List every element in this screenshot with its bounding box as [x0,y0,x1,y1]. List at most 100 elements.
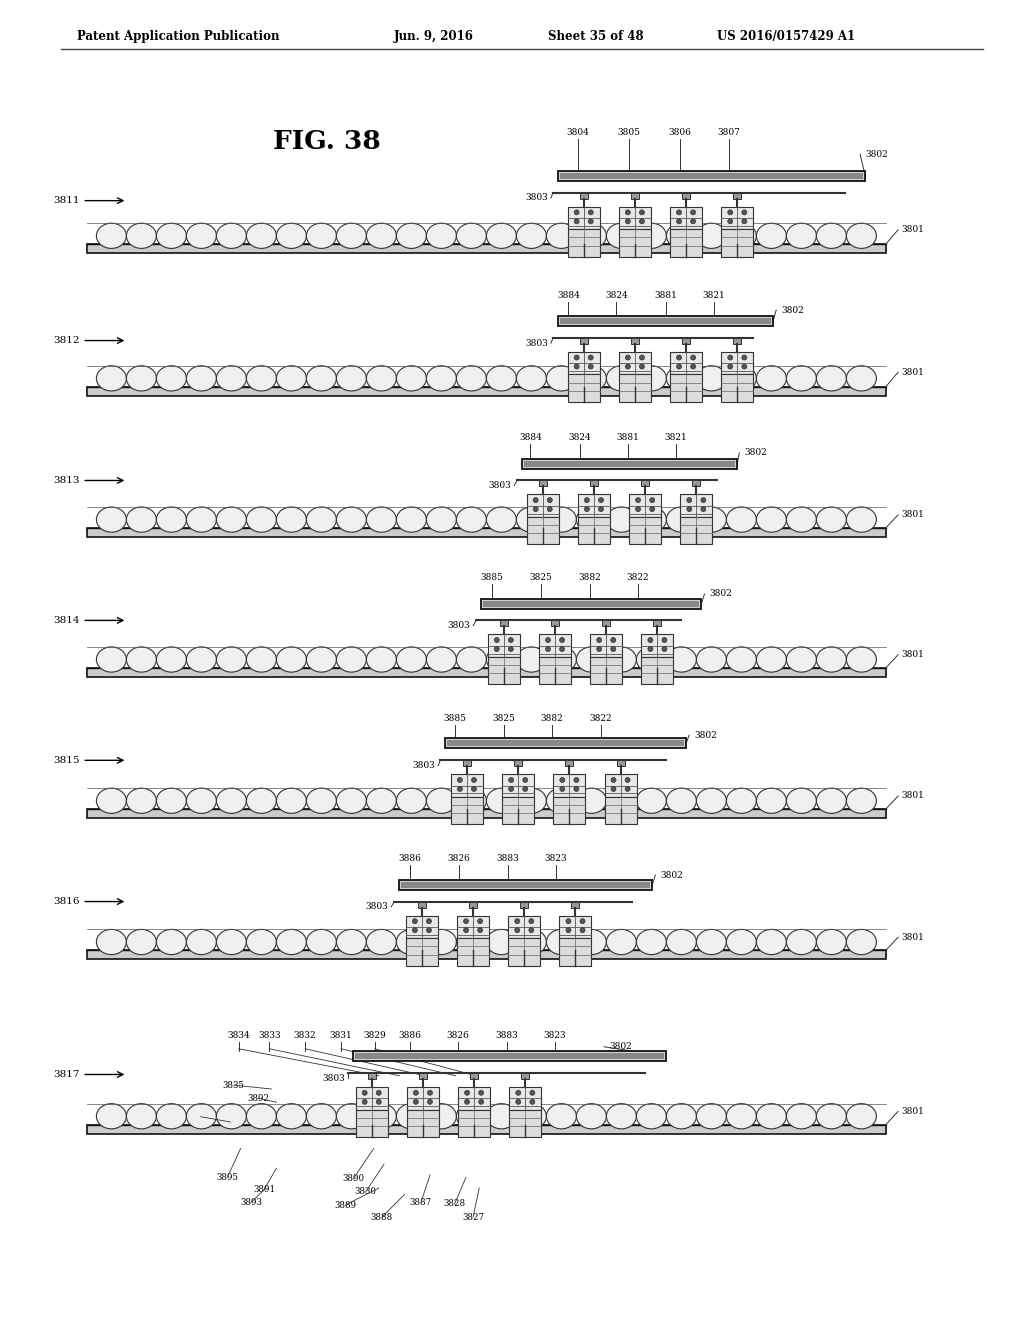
Text: 3803: 3803 [323,1074,345,1082]
Circle shape [677,210,682,215]
Circle shape [529,1100,535,1105]
Circle shape [465,1090,470,1096]
Ellipse shape [396,507,426,532]
Circle shape [636,498,641,503]
Text: 3821: 3821 [702,290,725,300]
Ellipse shape [636,366,667,391]
Bar [551,620,559,627]
Circle shape [522,777,527,783]
Ellipse shape [816,223,847,248]
FancyBboxPatch shape [508,916,541,939]
FancyBboxPatch shape [559,939,592,965]
Circle shape [728,210,733,215]
Ellipse shape [667,929,696,954]
Ellipse shape [367,1104,396,1129]
Circle shape [427,1100,432,1105]
Ellipse shape [516,788,547,813]
Ellipse shape [486,929,516,954]
Text: 3885: 3885 [480,573,503,582]
Ellipse shape [157,929,186,954]
Bar [602,620,610,627]
Circle shape [598,498,603,503]
Ellipse shape [847,929,877,954]
Bar [580,338,588,345]
Text: 3803: 3803 [366,903,388,911]
Bar [682,338,690,345]
FancyBboxPatch shape [721,207,754,230]
Text: 3801: 3801 [901,651,924,659]
Text: 3893: 3893 [240,1199,262,1206]
Circle shape [677,364,682,370]
Ellipse shape [426,1104,457,1129]
Circle shape [625,777,630,783]
Circle shape [700,507,706,512]
Text: 3882: 3882 [579,573,601,582]
Text: 3823: 3823 [545,854,567,863]
Ellipse shape [276,507,306,532]
Circle shape [515,928,520,933]
FancyBboxPatch shape [590,657,623,684]
Circle shape [478,1090,483,1096]
FancyBboxPatch shape [618,375,651,401]
Ellipse shape [757,929,786,954]
Text: 3824: 3824 [568,433,591,442]
FancyBboxPatch shape [670,207,702,230]
Circle shape [573,777,579,783]
Ellipse shape [337,647,367,672]
Text: 3835: 3835 [222,1081,245,1089]
Ellipse shape [306,929,337,954]
Bar [481,598,701,609]
Text: 3881: 3881 [616,433,639,442]
FancyBboxPatch shape [629,517,662,544]
Ellipse shape [726,507,757,532]
Circle shape [534,498,539,503]
FancyBboxPatch shape [721,352,754,375]
Text: 3881: 3881 [654,290,677,300]
Circle shape [611,777,616,783]
Circle shape [515,919,520,924]
Circle shape [626,219,631,224]
Ellipse shape [757,223,786,248]
Bar [399,879,652,890]
Ellipse shape [367,788,396,813]
Ellipse shape [186,366,216,391]
Ellipse shape [216,366,247,391]
Bar [368,1073,376,1080]
Circle shape [477,919,482,924]
FancyBboxPatch shape [509,1110,542,1137]
Ellipse shape [606,788,636,813]
Ellipse shape [696,507,726,532]
Ellipse shape [247,788,276,813]
Circle shape [529,1090,535,1096]
Ellipse shape [337,1104,367,1129]
Ellipse shape [606,366,636,391]
Text: 3801: 3801 [901,1107,924,1115]
Ellipse shape [276,647,306,672]
Circle shape [478,1100,483,1105]
Circle shape [477,928,482,933]
Ellipse shape [577,366,606,391]
Text: 3807: 3807 [718,128,740,137]
Circle shape [648,647,653,652]
Text: 3813: 3813 [53,477,79,484]
Ellipse shape [816,507,847,532]
FancyBboxPatch shape [526,517,559,544]
Ellipse shape [367,647,396,672]
Bar [353,1051,666,1061]
Ellipse shape [186,507,216,532]
Ellipse shape [547,788,577,813]
Text: 3802: 3802 [694,731,717,739]
Text: 3822: 3822 [627,573,649,582]
Text: 3833: 3833 [258,1031,281,1040]
Ellipse shape [367,366,396,391]
Ellipse shape [547,1104,577,1129]
Text: 3890: 3890 [342,1175,365,1183]
Text: 3814: 3814 [53,616,79,624]
Ellipse shape [486,366,516,391]
FancyBboxPatch shape [618,207,651,230]
Ellipse shape [247,1104,276,1129]
Circle shape [413,919,418,924]
FancyBboxPatch shape [721,375,754,401]
Circle shape [625,787,630,792]
Ellipse shape [337,929,367,954]
